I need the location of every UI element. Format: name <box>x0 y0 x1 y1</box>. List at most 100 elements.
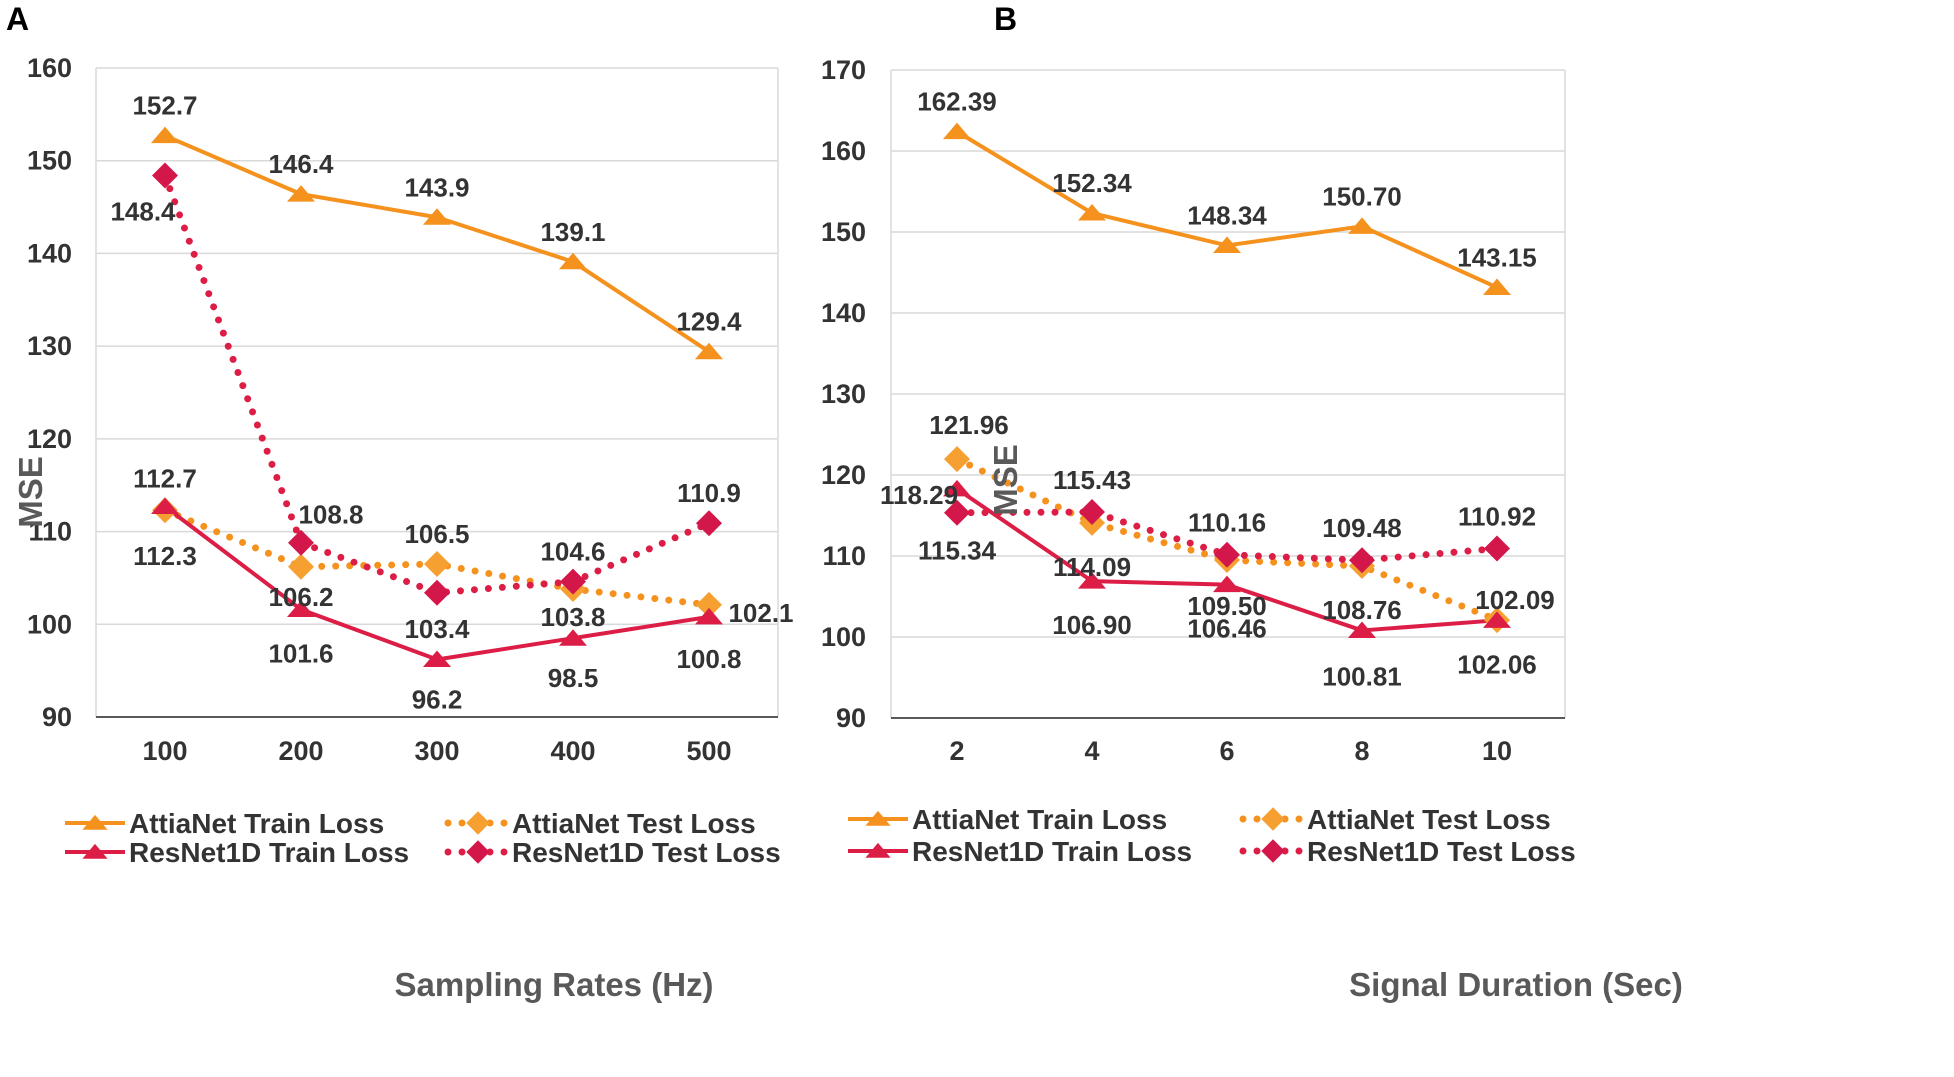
data-label-attianet-train-loss-6: 148.34 <box>1187 200 1267 230</box>
y-tick-labels-b: 90 100 110 120 130 140 150 160 170 <box>821 55 866 733</box>
legend-a: AttiaNet Train Loss AttiaNet Test LossRes… <box>65 808 781 868</box>
data-labels-b: 162.39 152.34 148.34 150.70 143.15 121.96 114.… <box>880 87 1555 692</box>
marker-resnet1d-train-loss-10 <box>1483 611 1511 628</box>
marker-resnet1d-test-loss-200 <box>288 529 314 556</box>
y-tick-150: 150 <box>821 217 866 247</box>
x-tick-labels-a: 100 200 300 400 500 <box>142 736 731 766</box>
marker-attianet-train-loss-2 <box>943 122 971 140</box>
legend-label-attianet-train-loss: AttiaNet Train Loss <box>129 808 384 839</box>
x-tick-4: 4 <box>1084 736 1099 766</box>
legend-label-resnet1d-train-loss: ResNet1D Train Loss <box>129 837 409 868</box>
legend-swatch-marker-attianet-train-loss <box>865 810 891 826</box>
data-label-attianet-train-loss-400: 139.1 <box>540 217 605 247</box>
chart-panel-a: A 90 100 110 120 130 140 150 160 100 200 300 400 50… <box>6 1 794 1003</box>
data-label-attianet-train-loss-2: 162.39 <box>917 87 997 117</box>
panel-label-b: B <box>994 1 1017 37</box>
y-tick-140: 140 <box>27 238 72 268</box>
y-axis-title-b: MSE <box>987 444 1024 516</box>
data-label-attianet-test-loss-300: 106.5 <box>404 519 469 549</box>
legend-swatch-marker-attianet-train-loss <box>82 814 108 830</box>
data-label-resnet1d-test-loss-8: 109.48 <box>1322 513 1402 543</box>
data-label-attianet-test-loss-500: 102.1 <box>728 598 793 628</box>
data-label-resnet1d-test-loss-200: 108.8 <box>298 500 363 530</box>
x-tick-labels-b: 2 4 6 8 10 <box>949 736 1512 766</box>
marker-resnet1d-test-loss-300 <box>424 579 450 606</box>
x-tick-6: 6 <box>1219 736 1234 766</box>
legend-swatch-marker-attianet-test-loss <box>1261 807 1285 831</box>
y-tick-90: 90 <box>836 703 866 733</box>
marker-resnet1d-train-loss-100 <box>151 497 179 515</box>
data-label-resnet1d-test-loss-100: 148.4 <box>110 197 176 227</box>
data-label-resnet1d-train-loss-100: 112.7 <box>133 464 197 494</box>
marker-attianet-test-loss-2 <box>944 446 970 473</box>
y-tick-120: 120 <box>821 460 866 490</box>
data-label-attianet-test-loss-100: 112.3 <box>133 541 197 571</box>
marker-attianet-train-loss-100 <box>151 126 179 144</box>
data-label-attianet-train-loss-500: 129.4 <box>676 307 742 337</box>
x-axis-title-a: Sampling Rates (Hz) <box>394 966 713 1003</box>
data-label-resnet1d-test-loss-400: 104.6 <box>540 537 605 567</box>
marker-resnet1d-train-loss-400 <box>559 629 587 646</box>
marker-attianet-train-loss-400 <box>559 252 587 270</box>
y-tick-100: 100 <box>821 622 866 652</box>
data-label-resnet1d-test-loss-500: 110.9 <box>677 478 741 508</box>
data-label-resnet1d-train-loss-4: 106.90 <box>1052 610 1132 640</box>
x-tick-200: 200 <box>278 736 323 766</box>
legend-label-resnet1d-test-loss: ResNet1D Test Loss <box>1307 836 1576 867</box>
legend-label-resnet1d-test-loss: ResNet1D Test Loss <box>512 837 781 868</box>
data-labels-a: 152.7 146.4 143.9 139.1 129.4 112.3 106.2 106.5… <box>110 91 793 715</box>
marker-resnet1d-test-loss-100 <box>152 162 178 189</box>
y-tick-120: 120 <box>27 424 72 454</box>
marker-resnet1d-train-loss-6 <box>1213 575 1241 593</box>
marker-resnet1d-test-loss-400 <box>560 568 586 595</box>
data-label-attianet-test-loss-4: 114.09 <box>1053 552 1131 582</box>
data-label-resnet1d-train-loss-400: 98.5 <box>548 663 599 693</box>
data-label-attianet-train-loss-8: 150.70 <box>1322 181 1402 211</box>
marker-attianet-train-loss-10 <box>1483 278 1511 295</box>
marker-attianet-train-loss-300 <box>423 208 451 225</box>
chart-panel-b: B 90 100 110 120 130 140 150 160 170 2 4 6 8 10 162.… <box>821 1 1683 1003</box>
y-tick-100: 100 <box>27 609 72 639</box>
legend-swatch-marker-attianet-test-loss <box>466 811 490 835</box>
x-tick-300: 300 <box>414 736 459 766</box>
legend-label-attianet-test-loss: AttiaNet Test Loss <box>512 808 756 839</box>
marker-attianet-train-loss-6 <box>1213 236 1241 253</box>
marker-resnet1d-test-loss-2 <box>944 499 970 526</box>
marker-resnet1d-train-loss-4 <box>1078 572 1106 589</box>
legend-label-attianet-train-loss: AttiaNet Train Loss <box>912 804 1167 835</box>
marker-attianet-test-loss-300 <box>424 551 450 578</box>
marker-attianet-train-loss-4 <box>1078 204 1106 221</box>
marker-resnet1d-test-loss-500 <box>696 510 722 537</box>
marker-resnet1d-test-loss-8 <box>1349 547 1375 574</box>
marker-resnet1d-test-loss-4 <box>1079 499 1105 526</box>
y-tick-140: 140 <box>821 298 866 328</box>
marker-attianet-train-loss-8 <box>1348 217 1376 234</box>
data-label-resnet1d-test-loss-10: 110.92 <box>1458 502 1536 532</box>
marker-attianet-train-loss-200 <box>287 185 315 202</box>
data-label-resnet1d-train-loss-2: 118.29 <box>880 480 958 510</box>
legend-swatch-marker-resnet1d-test-loss <box>466 840 490 864</box>
gridlines-a <box>95 67 779 718</box>
data-label-resnet1d-train-loss-300: 96.2 <box>412 685 463 715</box>
x-axis-title-b: Signal Duration (Sec) <box>1349 966 1683 1003</box>
data-label-resnet1d-test-loss-6: 110.16 <box>1188 508 1266 538</box>
marker-resnet1d-train-loss-300 <box>423 650 451 668</box>
marker-resnet1d-test-loss-6 <box>1214 541 1240 568</box>
data-label-resnet1d-test-loss-4: 115.43 <box>1053 465 1131 495</box>
y-tick-130: 130 <box>27 331 72 361</box>
marker-resnet1d-train-loss-200 <box>287 600 315 617</box>
legend-label-attianet-test-loss: AttiaNet Test Loss <box>1307 804 1551 835</box>
data-label-attianet-test-loss-400: 103.8 <box>540 602 605 632</box>
x-tick-10: 10 <box>1482 736 1512 766</box>
series-line-attianet-train-loss <box>164 133 711 354</box>
legend-swatch-marker-resnet1d-train-loss <box>82 843 108 859</box>
data-label-resnet1d-train-loss-6: 106.46 <box>1187 614 1267 644</box>
x-tick-400: 400 <box>550 736 595 766</box>
panel-label-a: A <box>6 1 29 37</box>
series-line-attianet-test-loss <box>953 455 1501 624</box>
y-tick-160: 160 <box>27 53 72 83</box>
x-tick-8: 8 <box>1354 736 1369 766</box>
marker-resnet1d-train-loss-500 <box>695 607 723 625</box>
data-label-resnet1d-train-loss-8: 100.81 <box>1322 661 1402 691</box>
